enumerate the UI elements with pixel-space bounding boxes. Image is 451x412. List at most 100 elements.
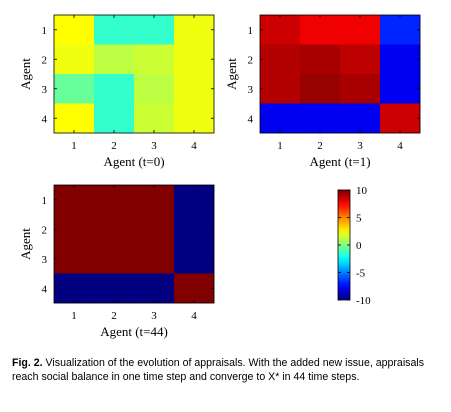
y-tick-label: 4 (42, 113, 48, 125)
x-tick-label: 4 (191, 140, 197, 152)
y-tick-label: 4 (42, 283, 48, 295)
heatmap-cell-r4-c2 (94, 103, 135, 134)
heatmap-cell-r3-c2 (94, 244, 135, 274)
colorbar-tick-label: 10 (356, 185, 368, 197)
heatmap-cell-r2-c1 (260, 44, 301, 75)
heatmap-cell-r3-c1 (260, 74, 301, 104)
x-tick-label: 1 (71, 310, 77, 322)
x-axis-label-t1: Agent (t=1) (309, 154, 370, 169)
y-ticks-t44: 1 2 3 4 (42, 195, 214, 295)
y-ticks-t0: 1 2 3 4 (42, 25, 214, 125)
heatmap-cell-r4-c4 (174, 273, 215, 304)
heatmap-cell-r2-c1 (54, 214, 95, 245)
heatmap-cell-r2-c2 (94, 214, 135, 245)
heatmap-cell-r1-c2 (94, 15, 135, 45)
heatmap-cell-r4-c3 (134, 103, 175, 134)
heatmap-cell-r4-c4 (380, 103, 421, 134)
heatmap-cells-t1 (260, 15, 421, 134)
heatmap-cells-t44 (54, 185, 215, 304)
heatmap-cell-r2-c4 (380, 44, 421, 75)
y-tick-label: 2 (248, 54, 254, 66)
heatmap-cell-r1-c4 (174, 185, 215, 215)
y-tick-label: 4 (248, 113, 254, 125)
heatmap-cell-r4-c1 (54, 273, 95, 304)
y-tick-label: 3 (42, 254, 48, 266)
y-tick-label: 1 (248, 25, 254, 37)
heatmap-cell-r3-c1 (54, 74, 95, 104)
heatmap-cell-r1-c3 (134, 185, 175, 215)
y-ticks-t1: 1 2 3 4 (248, 25, 420, 125)
heatmap-cell-r3-c4 (174, 74, 215, 104)
heatmap-cell-r4-c2 (300, 103, 341, 134)
heatmap-cell-r4-c1 (54, 103, 95, 134)
heatmap-cell-r1-c1 (54, 185, 95, 215)
y-axis-label-t44: Agent (18, 228, 33, 260)
heatmap-cell-r3-c3 (134, 244, 175, 274)
plot-frame-t1 (259, 14, 421, 134)
y-tick-label: 2 (42, 54, 48, 66)
heatmap-cell-r3-c3 (340, 74, 381, 104)
y-tick-label: 1 (42, 25, 48, 37)
plot-frame-t44 (53, 184, 215, 304)
x-tick-label: 4 (191, 310, 197, 322)
heatmap-cell-r1-c3 (340, 15, 381, 45)
x-tick-label: 1 (71, 140, 77, 152)
figure-caption: Fig. 2. Visualization of the evolution o… (12, 356, 442, 384)
x-axis-label-t0: Agent (t=0) (103, 154, 164, 169)
y-tick-label: 1 (42, 195, 48, 207)
heatmap-cell-r1-c2 (300, 15, 341, 45)
y-tick-label: 3 (248, 84, 254, 96)
heatmap-cell-r3-c2 (94, 74, 135, 104)
heatmap-cell-r3-c1 (54, 244, 95, 274)
y-axis-label-t0: Agent (18, 58, 33, 90)
heatmap-cell-r2-c2 (94, 44, 135, 75)
colorbar-ticks: 10 5 0 -5 -10 (338, 185, 371, 307)
x-tick-label: 3 (151, 310, 157, 322)
heatmap-cell-r4-c2 (94, 273, 135, 304)
x-tick-label: 3 (357, 140, 363, 152)
heatmap-panel-t0: 1 2 3 4 1 2 3 4 Agent (t=0) Agent (18, 14, 215, 169)
y-tick-label: 2 (42, 224, 48, 236)
x-ticks-t0: 1 2 3 4 (71, 15, 197, 152)
heatmap-cell-r4-c3 (134, 273, 175, 304)
plot-frame-t0 (53, 14, 215, 134)
heatmap-panel-t1: 1 2 3 4 1 2 3 4 Agent (t=1) Agent (224, 14, 421, 169)
heatmap-cell-r2-c4 (174, 214, 215, 245)
x-tick-label: 4 (397, 140, 403, 152)
heatmap-cell-r1-c4 (174, 15, 215, 45)
colorbar-tick-label: 0 (356, 240, 362, 252)
heatmap-cell-r3-c2 (300, 74, 341, 104)
heatmap-cell-r3-c4 (380, 74, 421, 104)
colorbar-tick-label: -10 (356, 295, 371, 307)
heatmap-cell-r2-c3 (134, 214, 175, 245)
x-tick-label: 2 (317, 140, 323, 152)
colorbar: 10 5 0 -5 -10 (337, 185, 371, 307)
heatmap-cell-r2-c3 (134, 44, 175, 75)
x-ticks-t44: 1 2 3 4 (71, 185, 197, 322)
heatmap-cell-r1-c4 (380, 15, 421, 45)
x-tick-label: 2 (111, 310, 117, 322)
heatmap-cell-r1-c1 (260, 15, 301, 45)
heatmap-cell-r1-c3 (134, 15, 175, 45)
y-axis-label-t1: Agent (224, 58, 239, 90)
x-tick-label: 3 (151, 140, 157, 152)
heatmap-cell-r2-c2 (300, 44, 341, 75)
caption-text: Visualization of the evolution of apprai… (12, 357, 425, 383)
heatmap-panel-t44: 1 2 3 4 1 2 3 4 Agent (t=44) Agent (18, 184, 215, 339)
heatmap-cell-r1-c1 (54, 15, 95, 45)
x-axis-label-t44: Agent (t=44) (100, 324, 168, 339)
heatmap-cell-r1-c2 (94, 185, 135, 215)
colorbar-tick-label: 5 (356, 213, 362, 225)
heatmap-cell-r4-c4 (174, 103, 215, 134)
x-tick-label: 2 (111, 140, 117, 152)
x-ticks-t1: 1 2 3 4 (277, 15, 403, 152)
y-tick-label: 3 (42, 84, 48, 96)
heatmap-cell-r4-c1 (260, 103, 301, 134)
colorbar-tick-label: -5 (356, 268, 366, 280)
heatmap-cell-r2-c1 (54, 44, 95, 75)
x-tick-label: 1 (277, 140, 283, 152)
heatmap-cell-r3-c4 (174, 244, 215, 274)
heatmap-cell-r4-c3 (340, 103, 381, 134)
heatmap-cells-t0 (54, 15, 215, 134)
heatmap-cell-r2-c3 (340, 44, 381, 75)
